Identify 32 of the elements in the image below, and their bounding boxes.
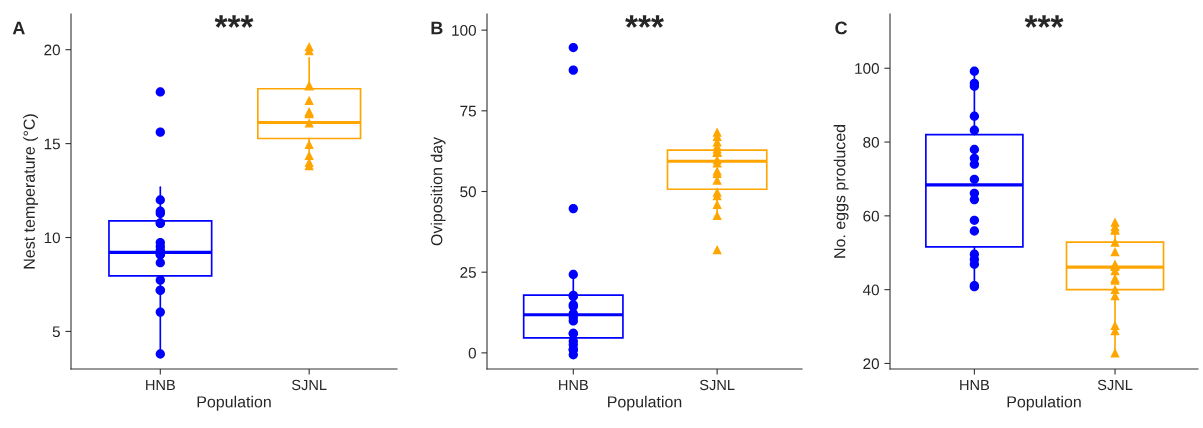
- y-tick-label: 50: [460, 186, 476, 198]
- annotation: ***: [1024, 15, 1064, 28]
- x-tick-label: SJNL: [1097, 379, 1133, 391]
- annotation: ***: [214, 15, 254, 28]
- y-tick-label: 0: [468, 347, 476, 359]
- annotation: ***: [625, 15, 664, 28]
- y-axis-title: Oviposition day: [430, 136, 446, 246]
- x-tick-label: HNB: [960, 379, 990, 390]
- y-tick-label: 15: [44, 138, 60, 150]
- x-tick-label: HNB: [559, 379, 588, 390]
- x-tick-label: SJNL: [292, 379, 327, 391]
- y-tick-label: 60: [863, 210, 879, 222]
- y-tick-label: 100: [452, 25, 476, 36]
- y-tick-label: 80: [863, 136, 879, 148]
- x-axis-title: Population: [608, 395, 682, 411]
- y-tick-label: 20: [863, 358, 879, 370]
- y-tick-label: 5: [52, 326, 60, 338]
- chart-title: B: [431, 21, 443, 35]
- y-tick-label: 20: [44, 44, 60, 56]
- x-axis-title: Population: [197, 395, 271, 411]
- chart-title: A: [12, 21, 25, 35]
- y-tick-label: 75: [460, 105, 476, 117]
- y-axis-title: No. eggs produced: [833, 125, 849, 258]
- x-axis-title: Population: [1007, 395, 1081, 411]
- x-tick-label: HNB: [146, 379, 175, 390]
- y-tick-label: 40: [862, 284, 879, 296]
- y-tick-label: 25: [460, 267, 476, 278]
- y-axis-title: Nest temperature (°C): [23, 114, 39, 269]
- y-tick-label: 10: [44, 232, 60, 244]
- chart-title: C: [835, 21, 848, 35]
- y-tick-label: 100: [855, 63, 879, 74]
- x-tick-label: SJNL: [699, 379, 735, 391]
